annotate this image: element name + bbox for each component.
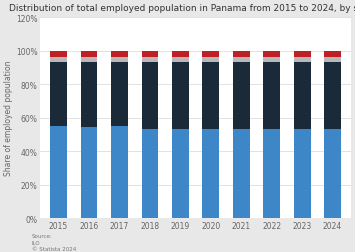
Bar xyxy=(111,57,128,63)
Bar xyxy=(81,51,97,57)
Bar xyxy=(324,51,341,57)
Bar xyxy=(294,129,311,218)
Bar xyxy=(263,57,280,63)
Bar xyxy=(202,57,219,63)
Bar xyxy=(81,63,97,128)
Bar xyxy=(50,57,67,63)
Bar xyxy=(142,63,158,129)
Bar xyxy=(233,63,250,130)
Bar xyxy=(172,57,189,63)
Text: Source:
ILO
© Statista 2024: Source: ILO © Statista 2024 xyxy=(32,233,76,251)
Bar xyxy=(50,63,67,127)
Bar xyxy=(81,128,97,218)
Bar xyxy=(142,51,158,57)
Bar xyxy=(111,51,128,57)
Bar xyxy=(324,129,341,218)
Bar xyxy=(142,129,158,218)
Bar xyxy=(172,63,189,130)
Bar xyxy=(263,129,280,218)
Bar xyxy=(50,51,67,57)
Bar xyxy=(263,63,280,129)
Bar xyxy=(172,130,189,218)
Bar xyxy=(324,63,341,129)
Bar xyxy=(172,51,189,57)
Bar xyxy=(233,51,250,57)
Bar xyxy=(202,130,219,218)
Bar xyxy=(81,57,97,63)
Bar xyxy=(324,57,341,63)
Y-axis label: Share of employed population: Share of employed population xyxy=(4,61,13,176)
Bar xyxy=(202,51,219,57)
Bar xyxy=(50,127,67,218)
Bar xyxy=(294,51,311,57)
Bar xyxy=(294,57,311,63)
Bar xyxy=(111,63,128,127)
Bar xyxy=(233,130,250,218)
Bar xyxy=(233,57,250,63)
Title: Distribution of total employed population in Panama from 2015 to 2024, by status: Distribution of total employed populatio… xyxy=(10,4,355,13)
Bar xyxy=(111,127,128,218)
Bar xyxy=(294,63,311,129)
Bar xyxy=(142,57,158,63)
Bar xyxy=(263,51,280,57)
Bar xyxy=(202,63,219,130)
